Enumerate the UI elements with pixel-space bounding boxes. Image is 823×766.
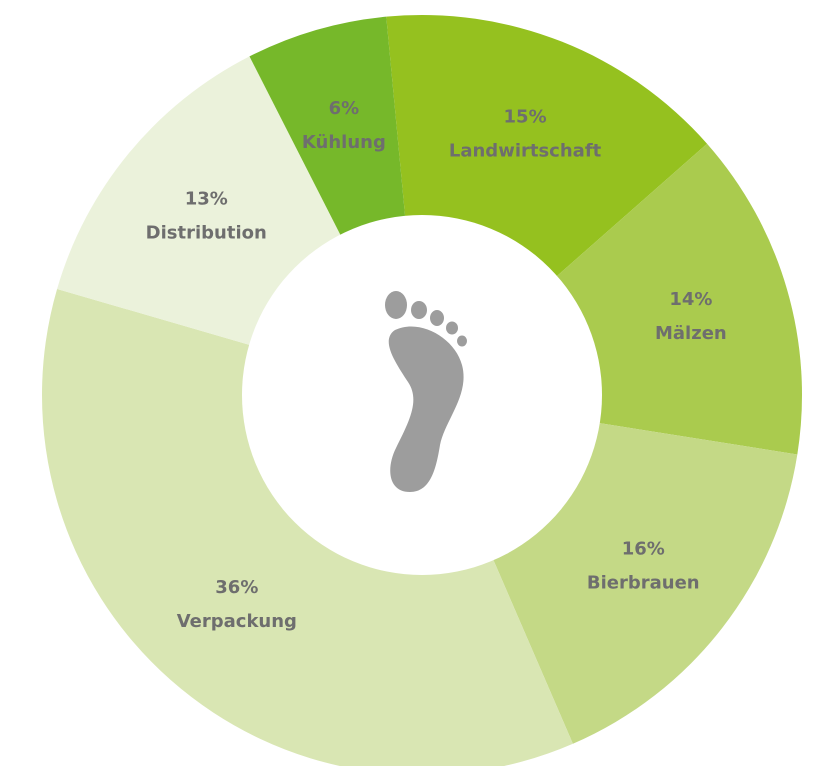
value-label: 15% [504,107,547,128]
value-label: 13% [185,189,228,210]
category-label: Kühlung [302,132,386,153]
footprint-icon [385,291,467,492]
category-label: Distribution [146,223,267,244]
category-label: Mälzen [655,323,727,344]
value-label: 6% [329,98,360,119]
category-label: Landwirtschaft [449,141,602,162]
category-label: Verpackung [177,611,297,632]
value-label: 36% [215,577,258,598]
category-label: Bierbrauen [587,573,700,594]
value-label: 16% [622,539,665,560]
value-label: 14% [669,289,712,310]
